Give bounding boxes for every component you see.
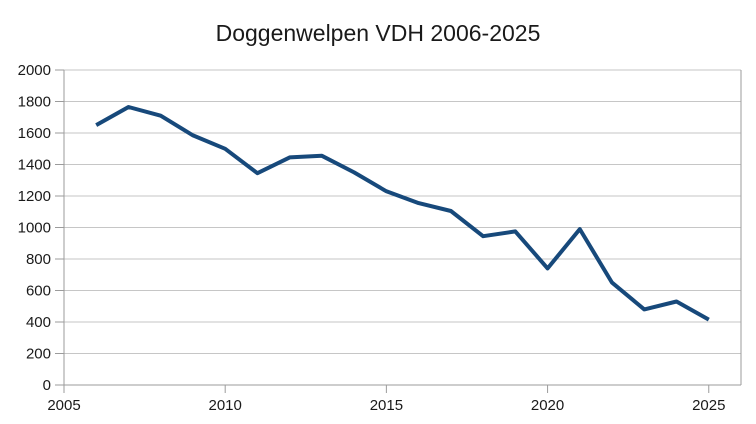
y-tick-label: 1200 bbox=[18, 188, 51, 205]
x-tick-label: 2005 bbox=[47, 397, 80, 414]
y-tick-label: 600 bbox=[26, 283, 51, 300]
y-tick-label: 400 bbox=[26, 314, 51, 331]
chart-title: Doggenwelpen VDH 2006-2025 bbox=[215, 20, 541, 46]
y-tick-label: 1400 bbox=[18, 157, 51, 174]
y-tick-label: 1800 bbox=[18, 94, 51, 111]
y-tick-label: 200 bbox=[26, 346, 51, 363]
x-tick-label: 2010 bbox=[209, 397, 242, 414]
y-tick-label: 800 bbox=[26, 251, 51, 268]
y-tick-label: 2000 bbox=[18, 62, 51, 79]
y-tick-label: 1600 bbox=[18, 125, 51, 142]
x-tick-label: 2025 bbox=[692, 397, 725, 414]
y-tick-label: 1000 bbox=[18, 220, 51, 237]
data-series-line bbox=[95, 105, 710, 322]
y-tick-label: 0 bbox=[43, 377, 51, 394]
x-tick-label: 2020 bbox=[531, 397, 564, 414]
x-tick-label: 2015 bbox=[370, 397, 403, 414]
